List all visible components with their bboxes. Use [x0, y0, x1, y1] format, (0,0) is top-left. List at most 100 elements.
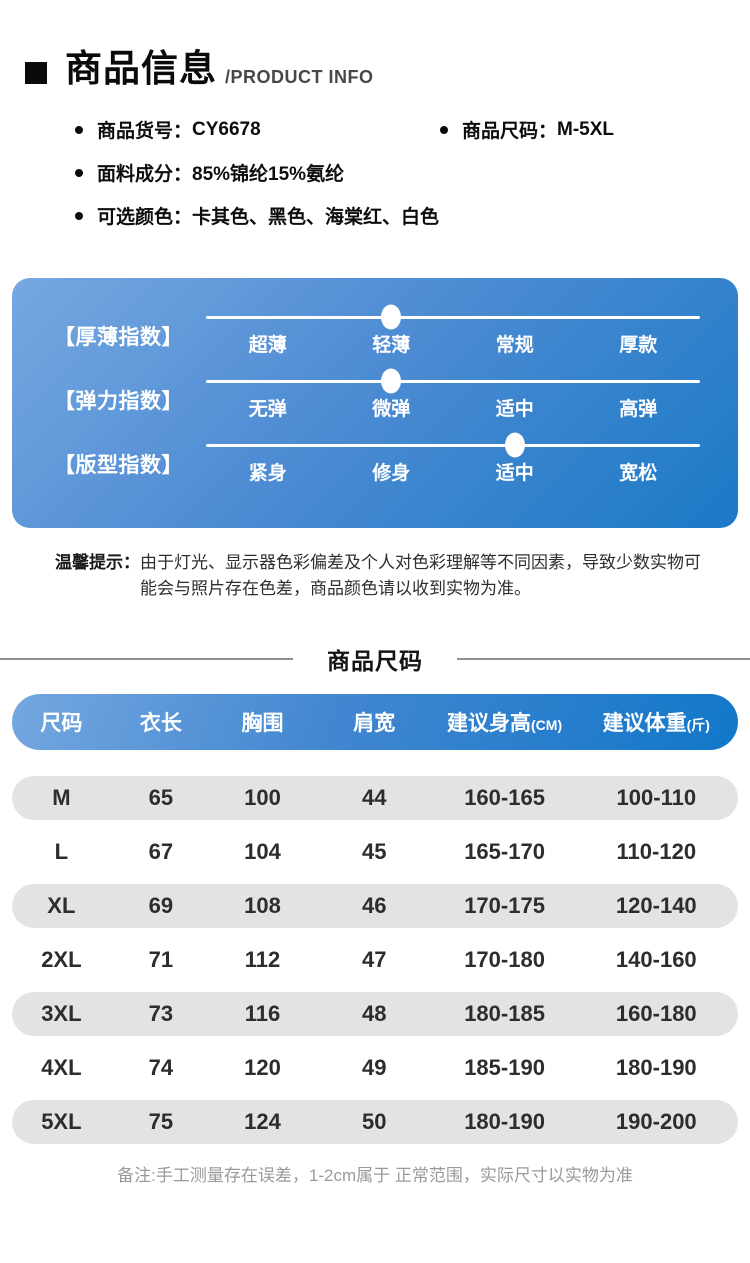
table-cell: 46 — [362, 893, 387, 918]
table-cell: 185-190 — [464, 1055, 545, 1080]
detail-value: 卡其色、黑色、海棠红、白色 — [192, 207, 440, 228]
table-cell: 45 — [362, 839, 387, 864]
table-cell: 140-160 — [615, 947, 697, 972]
slider-option-label: 微弹 — [372, 398, 411, 420]
size-table-column-header: 胸围 — [211, 707, 314, 737]
table-cell: 100 — [244, 785, 281, 810]
table-cell: 44 — [362, 785, 387, 810]
divider-line-left — [0, 658, 293, 660]
slider-option-label: 紧身 — [248, 462, 287, 484]
table-cell: 180-190 — [615, 1055, 697, 1080]
table-cell: 190-200 — [615, 1109, 697, 1134]
table-cell: 180-190 — [464, 1109, 545, 1134]
table-cell: XL — [47, 893, 76, 918]
slider-option-label: 适中 — [495, 398, 534, 420]
detail-item-fabric: 面料成分： 85%锦纶15%氨纶 — [75, 159, 344, 186]
table-cell: 75 — [148, 1109, 174, 1134]
detail-item-sizes: 商品尺码： M-5XL — [440, 116, 614, 143]
table-cell: 100-110 — [616, 785, 697, 810]
table-cell: 170-175 — [464, 893, 545, 918]
detail-value: CY6678 — [192, 118, 261, 140]
table-cell: M — [52, 785, 71, 810]
table-cell: 116 — [244, 1001, 281, 1026]
table-cell: 165-170 — [464, 839, 545, 864]
slider-line — [206, 315, 700, 319]
table-cell: 112 — [244, 947, 281, 972]
slider-dot-icon — [504, 432, 525, 457]
table-cell: 2XL — [41, 947, 82, 972]
table-cell: 48 — [362, 1001, 387, 1026]
page-subtitle: /PRODUCT INFO — [225, 67, 374, 87]
column-header-unit: (斤) — [686, 717, 710, 733]
table-cell: 104 — [244, 839, 281, 864]
slider-options: 无弹 微弹 适中 高弹 — [206, 394, 700, 421]
footer-note: 备注:手工测量存在误差，1-2cm属于 正常范围，实际尺寸以实物为准 — [117, 1166, 633, 1185]
slider-options: 超薄 轻薄 常规 厚款 — [206, 330, 700, 357]
detail-label: 可选颜色： — [97, 207, 193, 228]
detail-item-sku: 商品货号： CY6678 — [75, 116, 440, 143]
table-cell: 124 — [244, 1109, 281, 1134]
table-cell: L — [54, 839, 69, 864]
column-header-unit: (CM) — [531, 717, 563, 733]
table-row: 5XL 75 124 50 180-190 190-200 — [12, 1100, 738, 1144]
detail-value: 85%锦纶15%氨纶 — [192, 164, 345, 185]
index-slider-row: 【弹力指数】 无弹 微弹 适中 高弹 — [54, 368, 700, 421]
slider-option-label: 常规 — [495, 334, 534, 356]
size-table-column-header: 尺码 — [12, 707, 111, 737]
black-square-icon — [25, 62, 47, 84]
table-cell: 50 — [362, 1109, 387, 1134]
size-table-body: M 65 100 44 160-165 100-110 L 67 104 45 165-170 110… — [12, 776, 738, 1144]
table-cell: 4XL — [41, 1055, 82, 1080]
bullet-icon — [440, 125, 448, 134]
page-title: 商品信息 — [65, 48, 217, 89]
table-cell: 170-180 — [464, 947, 545, 972]
index-slider-label: 【厚薄指数】 — [54, 326, 183, 349]
slider-option-label: 厚款 — [619, 334, 658, 356]
detail-row: 可选颜色： 卡其色、黑色、海棠红、白色 — [75, 202, 750, 229]
size-table-column-header: 建议身高(CM) — [435, 707, 575, 737]
product-details: 商品货号： CY6678 商品尺码： M-5XL 面料成分： 85%锦纶15%氨… — [75, 116, 750, 229]
column-header-label: 建议身高 — [447, 712, 532, 735]
size-table-column-header: 衣长 — [111, 707, 211, 737]
notice-label: 温馨提示： — [55, 553, 140, 572]
slider-line — [206, 379, 700, 383]
table-cell: 120-140 — [615, 893, 697, 918]
table-cell: 160-165 — [464, 785, 545, 810]
table-row: 3XL 73 116 48 180-185 160-180 — [12, 992, 738, 1036]
slider-dot-icon — [381, 304, 402, 329]
table-cell: 5XL — [41, 1109, 82, 1134]
table-cell: 74 — [148, 1055, 174, 1080]
slider-option-label: 宽松 — [619, 462, 658, 484]
bullet-icon — [75, 168, 83, 177]
size-section-divider: 商品尺码 — [0, 646, 750, 674]
table-row: 2XL 71 112 47 170-180 140-160 — [12, 938, 738, 982]
divider-line-right — [457, 658, 750, 660]
slider-option-label: 适中 — [495, 462, 534, 484]
table-cell: 47 — [362, 947, 387, 972]
bullet-icon — [75, 125, 83, 134]
table-cell: 120 — [244, 1055, 281, 1080]
size-table-header: 尺码 衣长 胸围 肩宽 建议身高(CM) 建议体重(斤) — [12, 694, 738, 750]
column-header-label: 衣长 — [139, 712, 182, 735]
table-cell: 110-120 — [616, 839, 697, 864]
slider-dot-icon — [381, 368, 402, 393]
detail-label: 商品尺码： — [462, 121, 558, 142]
section-header: 商品信息 /PRODUCT INFO — [25, 38, 750, 92]
detail-item-colors: 可选颜色： 卡其色、黑色、海棠红、白色 — [75, 202, 439, 229]
notice-text: 由于灯光、显示器色彩偏差及个人对色彩理解等不同因素，导致少数实物可能会与照片存在… — [140, 553, 701, 598]
column-header-label: 建议体重 — [602, 712, 687, 735]
slider-option-label: 超薄 — [248, 334, 287, 356]
column-header-label: 尺码 — [40, 712, 83, 735]
table-row: 4XL 74 120 49 185-190 180-190 — [12, 1046, 738, 1090]
size-table-column-header: 建议体重(斤) — [575, 707, 738, 737]
detail-row: 面料成分： 85%锦纶15%氨纶 — [75, 159, 750, 186]
detail-row: 商品货号： CY6678 商品尺码： M-5XL — [75, 116, 750, 143]
bullet-icon — [75, 211, 83, 220]
size-section-title: 商品尺码 — [327, 648, 423, 674]
index-slider-label: 【弹力指数】 — [54, 390, 183, 413]
color-notice: 温馨提示： 由于灯光、显示器色彩偏差及个人对色彩理解等不同因素，导致少数实物可能… — [55, 550, 710, 602]
table-cell: 73 — [148, 1001, 174, 1026]
table-cell: 69 — [148, 893, 174, 918]
detail-label: 商品货号： — [97, 121, 193, 142]
slider-options: 紧身 修身 适中 宽松 — [206, 458, 700, 485]
